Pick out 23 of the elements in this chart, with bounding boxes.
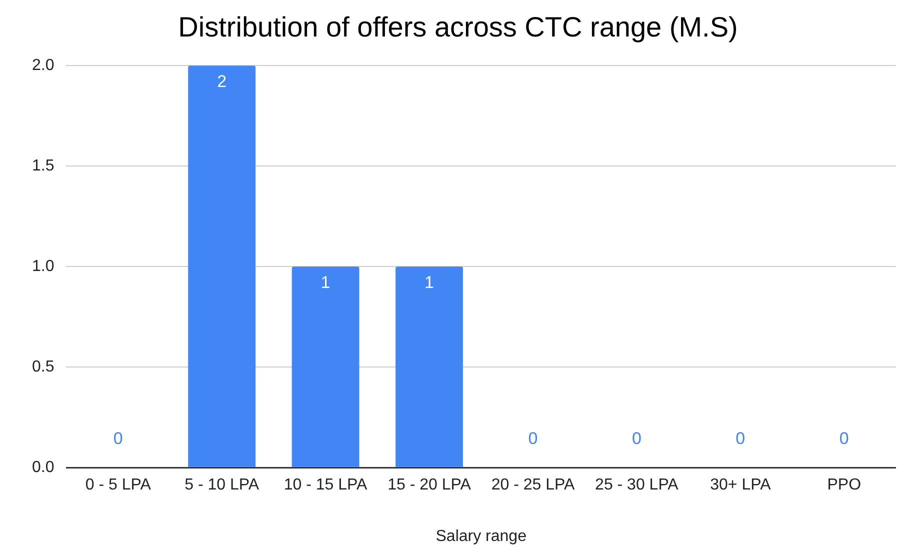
y-tick-label: 1.5: [32, 158, 54, 175]
data-label: 0: [839, 428, 849, 448]
data-label: 0: [528, 428, 538, 448]
x-tick-label: 15 - 20 LPA: [388, 476, 472, 494]
x-tick-label: 0 - 5 LPA: [85, 476, 152, 494]
data-label: 0: [632, 428, 642, 448]
x-tick-label: 5 - 10 LPA: [184, 476, 260, 494]
x-tick-label: 20 - 25 LPA: [491, 476, 575, 494]
x-tick-label: 10 - 15 LPA: [284, 476, 368, 494]
x-tick-label: 30+ LPA: [710, 476, 772, 494]
y-tick-label: 0.5: [32, 358, 54, 376]
data-label: 1: [424, 272, 434, 292]
x-axis-title: Salary range: [436, 528, 527, 545]
y-tick-label: 0.0: [32, 459, 54, 476]
data-label: 1: [320, 272, 330, 292]
x-tick-label: PPO: [827, 476, 862, 494]
x-tick-label: 25 - 30 LPA: [595, 476, 679, 494]
y-tick-label: 1.0: [32, 258, 54, 276]
data-label: 0: [113, 428, 123, 448]
chart-title: Distribution of offers across CTC range (M.S): [178, 12, 738, 43]
data-label: 2: [217, 72, 227, 91]
y-tick-label: 2.0: [32, 57, 54, 74]
data-label: 0: [736, 428, 746, 448]
